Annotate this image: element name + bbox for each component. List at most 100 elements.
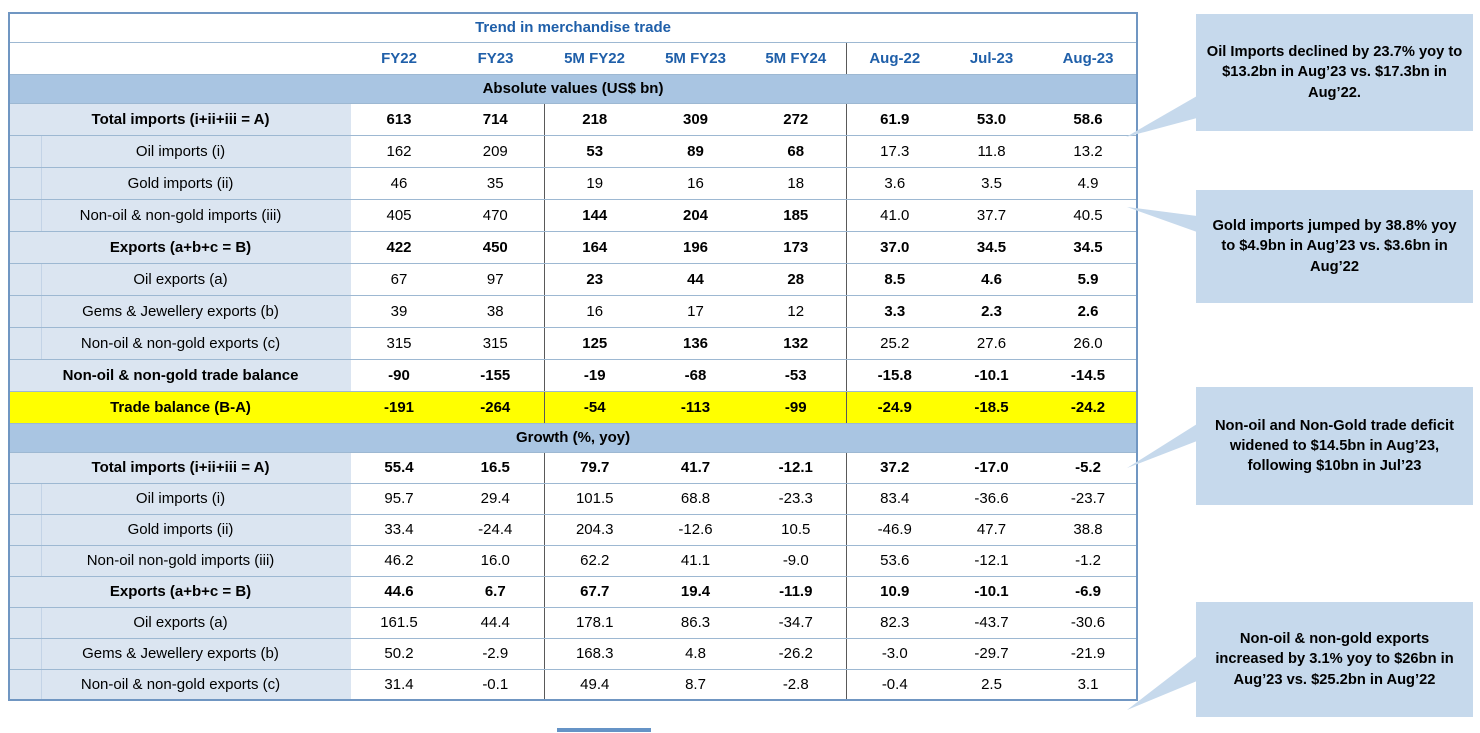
value-cell: -43.7 xyxy=(943,607,1040,639)
table-row: Non-oil non-gold imports (iii) 46.2 16.0 62… xyxy=(9,545,1138,577)
value-cell: 3.3 xyxy=(845,295,943,328)
row-label: Exports (a+b+c = B) xyxy=(9,576,351,608)
value-cell: 161.5 xyxy=(351,607,447,639)
value-cell: 41.0 xyxy=(845,199,943,232)
callout-trade-deficit: Non-oil and Non-Gold trade deficit widen… xyxy=(1196,387,1473,505)
value-cell: 16 xyxy=(543,295,645,328)
row-label: Total imports (i+ii+iii = A) xyxy=(9,103,351,136)
value-cell: -11.9 xyxy=(746,576,846,608)
column-header-row: FY22 FY23 5M FY22 5M FY23 5M FY24 Aug-22 Jul-2… xyxy=(9,42,1138,75)
value-cell: -24.4 xyxy=(447,514,544,546)
column-header: Aug-22 xyxy=(845,42,943,75)
value-cell: 50.2 xyxy=(351,638,447,670)
table-row: Trade balance (B-A) -191 -264 -54 -113 -99 -24… xyxy=(9,391,1138,424)
value-cell: 79.7 xyxy=(543,452,645,484)
table-row: Exports (a+b+c = B) 422 450 164 196 173 37.0 34… xyxy=(9,231,1138,264)
value-cell: 2.6 xyxy=(1040,295,1138,328)
value-cell: 162 xyxy=(351,135,447,168)
value-cell: 5.9 xyxy=(1040,263,1138,296)
value-cell: -19 xyxy=(543,359,645,392)
value-cell: -23.7 xyxy=(1040,483,1138,515)
value-cell: -46.9 xyxy=(845,514,943,546)
value-cell: -17.0 xyxy=(943,452,1040,484)
value-cell: 8.7 xyxy=(645,669,746,701)
next-element-fragment xyxy=(557,728,651,732)
value-cell: -23.3 xyxy=(746,483,846,515)
value-cell: -26.2 xyxy=(746,638,846,670)
row-label: Gold imports (ii) xyxy=(9,514,351,546)
value-cell: 132 xyxy=(746,327,846,360)
value-cell: 55.4 xyxy=(351,452,447,484)
value-cell: -53 xyxy=(746,359,846,392)
callout-gold-imports: Gold imports jumped by 38.8% yoy to $4.9… xyxy=(1196,190,1473,303)
value-cell: 4.8 xyxy=(645,638,746,670)
callout-text: Non-oil and Non-Gold trade deficit widen… xyxy=(1214,417,1455,475)
value-cell: 315 xyxy=(351,327,447,360)
value-cell: 37.7 xyxy=(943,199,1040,232)
value-cell: 29.4 xyxy=(447,483,544,515)
value-cell: 26.0 xyxy=(1040,327,1138,360)
value-cell: -24.2 xyxy=(1040,391,1138,424)
value-cell: 38 xyxy=(447,295,544,328)
value-cell: -0.1 xyxy=(447,669,544,701)
value-cell: 53 xyxy=(543,135,645,168)
value-cell: 44 xyxy=(645,263,746,296)
value-cell: 41.7 xyxy=(645,452,746,484)
value-cell: -30.6 xyxy=(1040,607,1138,639)
value-cell: -12.6 xyxy=(645,514,746,546)
row-label: Total imports (i+ii+iii = A) xyxy=(9,452,351,484)
value-cell: -155 xyxy=(447,359,544,392)
value-cell: 40.5 xyxy=(1040,199,1138,232)
value-cell: 4.6 xyxy=(943,263,1040,296)
table-row: Oil exports (a) 161.5 44.4 178.1 86.3 -34.7 82… xyxy=(9,607,1138,639)
table-row: Non-oil & non-gold trade balance -90 -155-… xyxy=(9,359,1138,392)
value-cell: 173 xyxy=(746,231,846,264)
value-cell: 16 xyxy=(645,167,746,200)
value-cell: 34.5 xyxy=(943,231,1040,264)
column-header: 5M FY22 xyxy=(544,42,645,75)
table-row: Gold imports (ii) 33.4 -24.4 204.3 -12.6 10.5… xyxy=(9,514,1138,546)
value-cell: 47.7 xyxy=(943,514,1040,546)
value-cell: 25.2 xyxy=(845,327,943,360)
table-row: Oil imports (i) 95.7 29.4 101.5 68.8 -23.3 83.… xyxy=(9,483,1138,515)
value-cell: 41.1 xyxy=(645,545,746,577)
row-label: Non-oil & non-gold exports (c) xyxy=(9,327,351,360)
value-cell: -3.0 xyxy=(845,638,943,670)
value-cell: 209 xyxy=(447,135,544,168)
value-cell: -18.5 xyxy=(943,391,1040,424)
callout-text: Gold imports jumped by 38.8% yoy to $4.9… xyxy=(1212,218,1457,275)
table-row: Exports (a+b+c = B) 44.6 6.7 67.7 19.4 -11.9 1… xyxy=(9,576,1138,608)
value-cell: -0.4 xyxy=(845,669,943,701)
value-cell: 33.4 xyxy=(351,514,447,546)
value-cell: 13.2 xyxy=(1040,135,1138,168)
table-row: Oil imports (i) 162 209 53 89 68 17.3 11.8 13.2 xyxy=(9,135,1138,168)
value-cell: 11.8 xyxy=(943,135,1040,168)
value-cell: 61.9 xyxy=(845,103,943,136)
column-header: FY23 xyxy=(447,42,544,75)
value-cell: -34.7 xyxy=(746,607,846,639)
value-cell: 19 xyxy=(543,167,645,200)
table-row: Gold imports (ii) 46 35 19 16 18 3.6 3.5 4.9 xyxy=(9,167,1138,200)
value-cell: 8.5 xyxy=(845,263,943,296)
value-cell: 196 xyxy=(645,231,746,264)
value-cell: -264 xyxy=(447,391,544,424)
value-cell: 31.4 xyxy=(351,669,447,701)
value-cell: 309 xyxy=(645,103,746,136)
row-label: Oil exports (a) xyxy=(9,263,351,296)
value-cell: 53.0 xyxy=(943,103,1040,136)
value-cell: 4.9 xyxy=(1040,167,1138,200)
value-cell: 2.5 xyxy=(943,669,1040,701)
table-row: Gems & Jewellery exports (b) 50.2 -2.9 168.… xyxy=(9,638,1138,670)
value-cell: 97 xyxy=(447,263,544,296)
value-cell: 3.5 xyxy=(943,167,1040,200)
value-cell: 12 xyxy=(746,295,846,328)
value-cell: 204 xyxy=(645,199,746,232)
table-row: Non-oil & non-gold exports (c) 315 315 125 1… xyxy=(9,327,1138,360)
value-cell: 67 xyxy=(351,263,447,296)
value-cell: -191 xyxy=(351,391,447,424)
value-cell: 178.1 xyxy=(543,607,645,639)
value-cell: -10.1 xyxy=(943,576,1040,608)
row-label: Non-oil & non-gold imports (iii) xyxy=(9,199,351,232)
value-cell: 168.3 xyxy=(543,638,645,670)
row-label: Gems & Jewellery exports (b) xyxy=(9,295,351,328)
